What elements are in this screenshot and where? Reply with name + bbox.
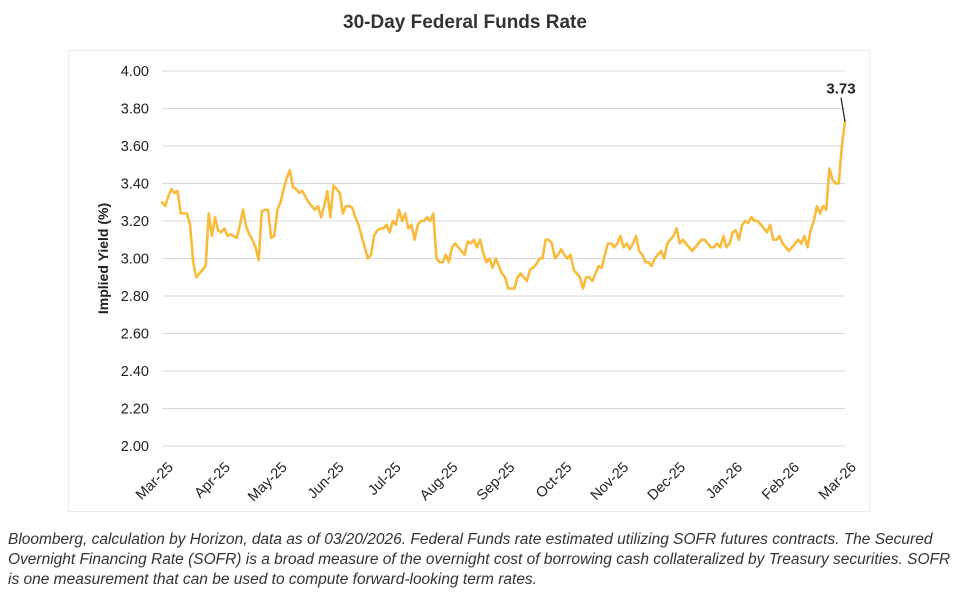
source-caption: Bloomberg, calculation by Horizon, data … xyxy=(8,531,951,588)
x-tick-label: Dec-25 xyxy=(645,460,689,504)
y-tick-label: 3.00 xyxy=(121,252,149,268)
x-tick-label: Jan-26 xyxy=(703,460,746,503)
line-chart: 4.00 3.80 3.60 3.40 3.20 3.00 2.80 2.60 2.40 2.20… xyxy=(95,64,860,506)
y-tick-label: 4.00 xyxy=(121,64,149,80)
last-value-label: 3.73 xyxy=(826,81,855,98)
y-tick-label: 2.80 xyxy=(121,289,149,305)
x-tick-label: Sep-25 xyxy=(474,460,518,504)
y-tick-label: 3.40 xyxy=(121,177,149,193)
y-tick-label: 3.60 xyxy=(121,139,149,155)
x-tick-label: Mar-26 xyxy=(816,460,860,504)
chart-title: 30-Day Federal Funds Rate xyxy=(343,12,587,33)
annotation-leader xyxy=(840,97,846,122)
x-tick-label: Jun-25 xyxy=(305,460,348,503)
gridlines xyxy=(162,70,845,447)
series-line xyxy=(160,120,847,290)
y-tick-label: 3.20 xyxy=(121,214,149,230)
x-tick-label: Apr-25 xyxy=(192,460,234,502)
y-tick-label: 2.00 xyxy=(121,439,149,455)
x-tick-label: Aug-25 xyxy=(417,460,461,504)
series-layer xyxy=(160,120,847,290)
y-tick-label: 2.60 xyxy=(121,327,149,343)
chart-frame xyxy=(68,50,870,512)
x-tick-label: May-25 xyxy=(245,460,291,506)
y-axis-ticks: 4.00 3.80 3.60 3.40 3.20 3.00 2.80 2.60 2.40 2.20… xyxy=(121,64,149,455)
x-tick-label: Nov-25 xyxy=(588,460,632,504)
y-tick-label: 2.40 xyxy=(121,364,149,380)
x-axis-ticks: Mar-25 Apr-25 May-25 Jun-25 Jul-25 Aug-25 Sep-… xyxy=(133,460,860,506)
x-tick-label: Feb-26 xyxy=(759,460,803,504)
x-tick-label: Jul-25 xyxy=(365,460,404,499)
y-tick-label: 3.80 xyxy=(121,102,149,118)
x-tick-label: Oct-25 xyxy=(533,460,575,502)
y-axis-label: Implied Yield (%) xyxy=(95,203,111,314)
x-tick-label: Mar-25 xyxy=(133,460,177,504)
y-tick-label: 2.20 xyxy=(121,402,149,418)
annotation-layer: 3.73 xyxy=(826,81,856,122)
